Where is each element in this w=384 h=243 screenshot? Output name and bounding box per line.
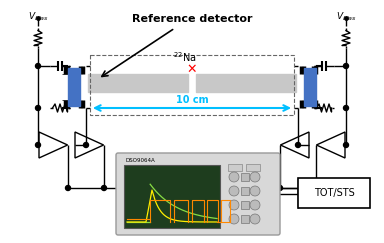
Bar — [241, 187, 249, 195]
Circle shape — [344, 63, 349, 69]
Circle shape — [35, 63, 40, 69]
Text: $V_{bias}$: $V_{bias}$ — [336, 10, 356, 23]
Circle shape — [278, 185, 283, 191]
Circle shape — [344, 105, 349, 111]
Bar — [228, 164, 242, 171]
Text: TOT/STS: TOT/STS — [314, 188, 354, 198]
Bar — [304, 68, 316, 106]
Bar — [246, 164, 260, 171]
Bar — [90, 55, 294, 115]
Circle shape — [35, 105, 40, 111]
Circle shape — [229, 186, 239, 196]
Bar — [241, 201, 249, 209]
Circle shape — [344, 142, 349, 148]
Text: 10 cm: 10 cm — [176, 95, 208, 105]
Bar — [241, 173, 249, 181]
Bar — [88, 74, 188, 92]
Bar — [196, 74, 296, 92]
Text: ✕: ✕ — [187, 63, 197, 76]
Circle shape — [229, 172, 239, 182]
FancyBboxPatch shape — [116, 153, 280, 235]
Circle shape — [313, 185, 318, 191]
Text: DSO9064A: DSO9064A — [125, 158, 155, 163]
Circle shape — [35, 142, 40, 148]
Circle shape — [296, 142, 301, 148]
Text: $V_{bias}$: $V_{bias}$ — [28, 10, 48, 23]
Circle shape — [83, 142, 88, 148]
Circle shape — [229, 200, 239, 210]
Circle shape — [250, 214, 260, 224]
Circle shape — [250, 172, 260, 182]
Bar — [124, 165, 220, 228]
Circle shape — [250, 200, 260, 210]
Bar — [68, 68, 80, 106]
Circle shape — [250, 186, 260, 196]
Circle shape — [101, 185, 106, 191]
Circle shape — [229, 214, 239, 224]
Bar — [298, 178, 370, 208]
Text: Reference detector: Reference detector — [132, 14, 252, 24]
Circle shape — [66, 185, 71, 191]
Bar — [241, 215, 249, 223]
Text: $^{22}$Na: $^{22}$Na — [173, 50, 197, 64]
